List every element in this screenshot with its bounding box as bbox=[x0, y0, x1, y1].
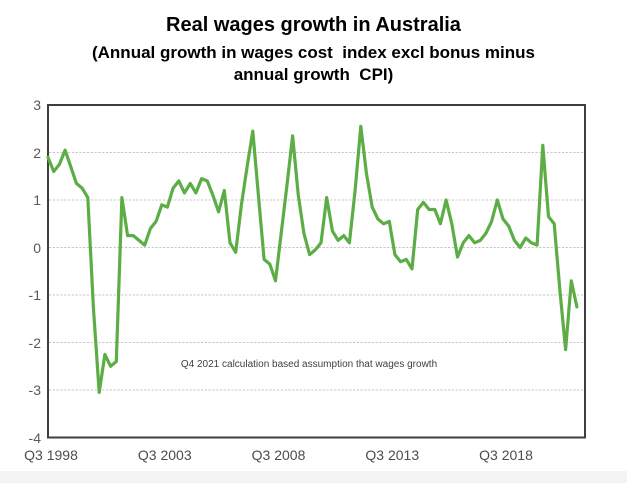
wage-growth-line bbox=[46, 124, 579, 394]
y-tick-label: -1 bbox=[28, 287, 41, 303]
chart-subtitle: (Annual growth in wages cost index excl … bbox=[91, 43, 535, 84]
x-tick-label: Q3 2008 bbox=[251, 447, 306, 463]
bottom-strip bbox=[0, 471, 627, 483]
x-tick-label: Q3 2013 bbox=[365, 447, 420, 463]
plot-frame bbox=[47, 104, 586, 439]
y-tick-label: -3 bbox=[28, 382, 41, 398]
y-tick-label: -4 bbox=[28, 429, 41, 446]
y-tick-label: 3 bbox=[33, 97, 41, 113]
x-tick-label: Q3 2003 bbox=[137, 447, 192, 463]
x-tick-label: Q3 2018 bbox=[479, 447, 533, 463]
chart-title: Real wages growth in Australia bbox=[166, 14, 461, 36]
x-tick-label: Q3 1998 bbox=[24, 447, 78, 463]
y-tick-label: -2 bbox=[28, 334, 41, 351]
chart-annotation: Q4 2021 calculation based assumption tha… bbox=[180, 359, 438, 370]
y-tick-label: 0 bbox=[33, 239, 41, 256]
y-tick-label: 2 bbox=[33, 144, 41, 161]
y-tick-label: 1 bbox=[33, 192, 41, 208]
